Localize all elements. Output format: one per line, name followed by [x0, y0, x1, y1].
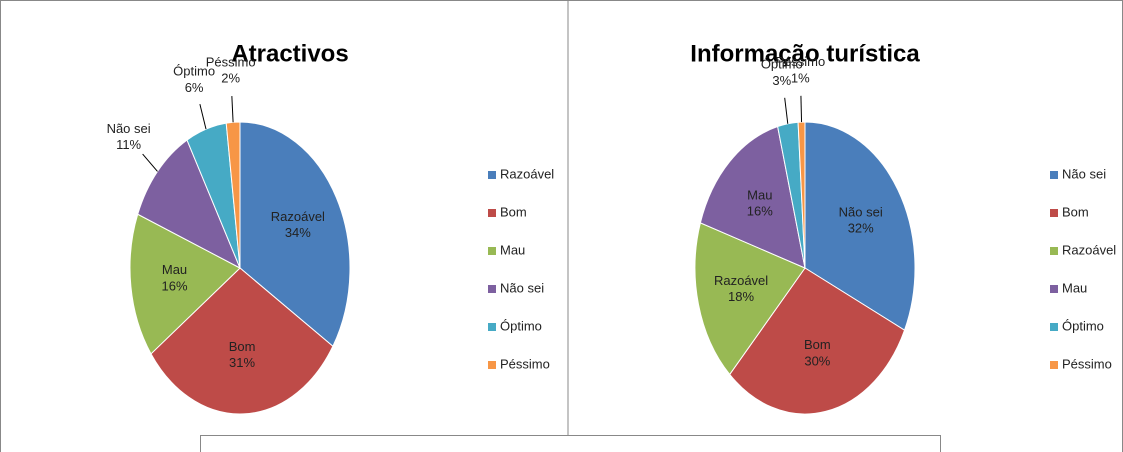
label-category: Bom	[804, 338, 831, 353]
legend-label: Mau	[500, 242, 525, 257]
label-value: 34%	[285, 226, 311, 241]
label-category: Razoável	[714, 273, 768, 288]
label-category: Óptimo	[173, 64, 215, 79]
chart-title: Atractivos	[231, 40, 348, 67]
pie-slice	[729, 267, 906, 415]
label-value: 18%	[728, 290, 754, 305]
legend-swatch	[488, 171, 496, 179]
legend-swatch	[1050, 361, 1058, 369]
legend-label: Péssimo	[500, 356, 550, 371]
label-category: Péssimo	[206, 55, 256, 70]
data-label: Não sei 11%	[107, 121, 151, 152]
data-label: Não sei 32%	[839, 205, 883, 236]
data-label: Mau 16%	[162, 263, 188, 294]
data-label: Óptimo 6%	[173, 64, 215, 95]
label-value: 16%	[747, 204, 773, 219]
legend-label: Óptimo	[1062, 318, 1104, 333]
pie-slice	[239, 121, 351, 348]
label-category: Bom	[229, 339, 256, 354]
legend-label: Não sei	[500, 280, 544, 295]
legend-label: Razoável	[500, 166, 554, 181]
pie-slice	[694, 222, 806, 376]
legend-swatch	[1050, 323, 1058, 331]
legend-swatch	[1050, 209, 1058, 217]
label-value: 31%	[229, 355, 255, 370]
legend-label: Bom	[1062, 204, 1089, 219]
chart-title: Informação turística	[690, 40, 920, 67]
legend-label: Péssimo	[1062, 356, 1112, 371]
legend-label: Bom	[500, 204, 527, 219]
legend-label: Mau	[1062, 280, 1087, 295]
label-value: 16%	[162, 279, 188, 294]
data-label: Bom 30%	[804, 338, 831, 369]
leader-line	[231, 96, 234, 123]
label-category: Não sei	[839, 205, 883, 220]
data-label: Bom 31%	[229, 339, 256, 370]
legend-swatch	[488, 361, 496, 369]
data-label: Razoável 34%	[271, 209, 325, 240]
label-category: Mau	[162, 263, 187, 278]
leader-line	[784, 97, 789, 124]
label-category: Razoável	[271, 209, 325, 224]
legend-swatch	[488, 285, 496, 293]
data-label: Mau 16%	[747, 188, 773, 219]
pie-slice	[129, 213, 241, 355]
label-value: 30%	[804, 354, 830, 369]
pie-slice	[137, 139, 241, 270]
legend-label: Não sei	[1062, 166, 1106, 181]
label-value: 32%	[848, 221, 874, 236]
lower-box	[200, 435, 941, 452]
pie-slice	[804, 121, 916, 331]
label-value: 3%	[772, 73, 791, 88]
label-category: Péssimo	[775, 55, 825, 70]
legend-label: Razoável	[1062, 242, 1116, 257]
data-label: Razoável 18%	[714, 273, 768, 304]
pie-slice	[150, 267, 334, 415]
legend-swatch	[1050, 285, 1058, 293]
legend-label: Óptimo	[500, 318, 542, 333]
legend-swatch	[488, 209, 496, 217]
data-label: Péssimo 1%	[775, 55, 825, 86]
label-value: 6%	[185, 80, 204, 95]
pie-slice	[699, 125, 806, 269]
leader-line	[800, 95, 803, 123]
leader-line	[142, 153, 158, 172]
data-label: Péssimo 2%	[206, 55, 256, 86]
label-category: Não sei	[107, 121, 151, 136]
data-label: Óptimo 3%	[761, 57, 803, 88]
label-value: 2%	[221, 71, 240, 86]
leader-line	[199, 104, 207, 130]
label-category: Mau	[747, 188, 772, 203]
legend-swatch	[488, 323, 496, 331]
legend-swatch	[1050, 171, 1058, 179]
legend-swatch	[488, 247, 496, 255]
label-category: Óptimo	[761, 57, 803, 72]
legend-swatch	[1050, 247, 1058, 255]
label-value: 1%	[791, 71, 810, 86]
label-value: 11%	[116, 138, 141, 153]
